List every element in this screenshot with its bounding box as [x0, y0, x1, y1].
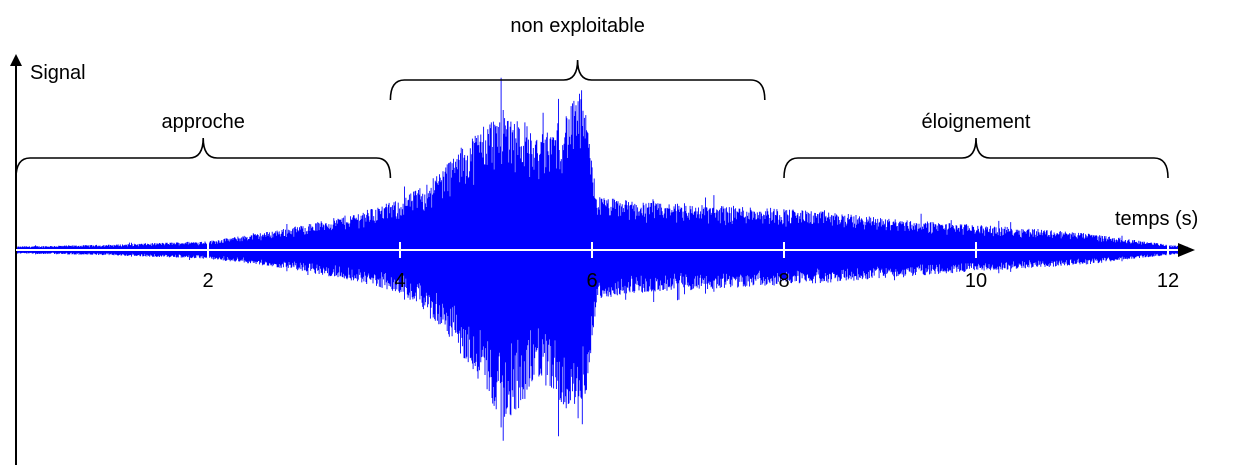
annotation-label: éloignement [922, 111, 1031, 133]
y-axis-arrow [10, 54, 22, 66]
annotation-braces: approche non exploitable éloignement [15, 15, 1169, 179]
x-tick-label: 8 [778, 270, 789, 292]
x-tick-label: 2 [202, 270, 213, 292]
x-tick-label: 10 [965, 270, 987, 292]
annotation-label: approche [161, 111, 244, 133]
annotation-brace [15, 137, 392, 179]
axes [10, 54, 1195, 465]
x-tick-label: 6 [586, 270, 597, 292]
x-axis-arrow [1178, 243, 1195, 257]
y-axis-label: Signal [30, 62, 86, 84]
x-axis-label: temps (s) [1115, 208, 1198, 230]
annotation-brace [389, 59, 766, 101]
x-ticks: 2 4 6 8 10 12 [202, 242, 1179, 292]
x-tick-label: 12 [1157, 270, 1179, 292]
annotation-brace [783, 137, 1169, 179]
annotation-label: non exploitable [510, 15, 645, 37]
x-tick-label: 4 [394, 270, 405, 292]
